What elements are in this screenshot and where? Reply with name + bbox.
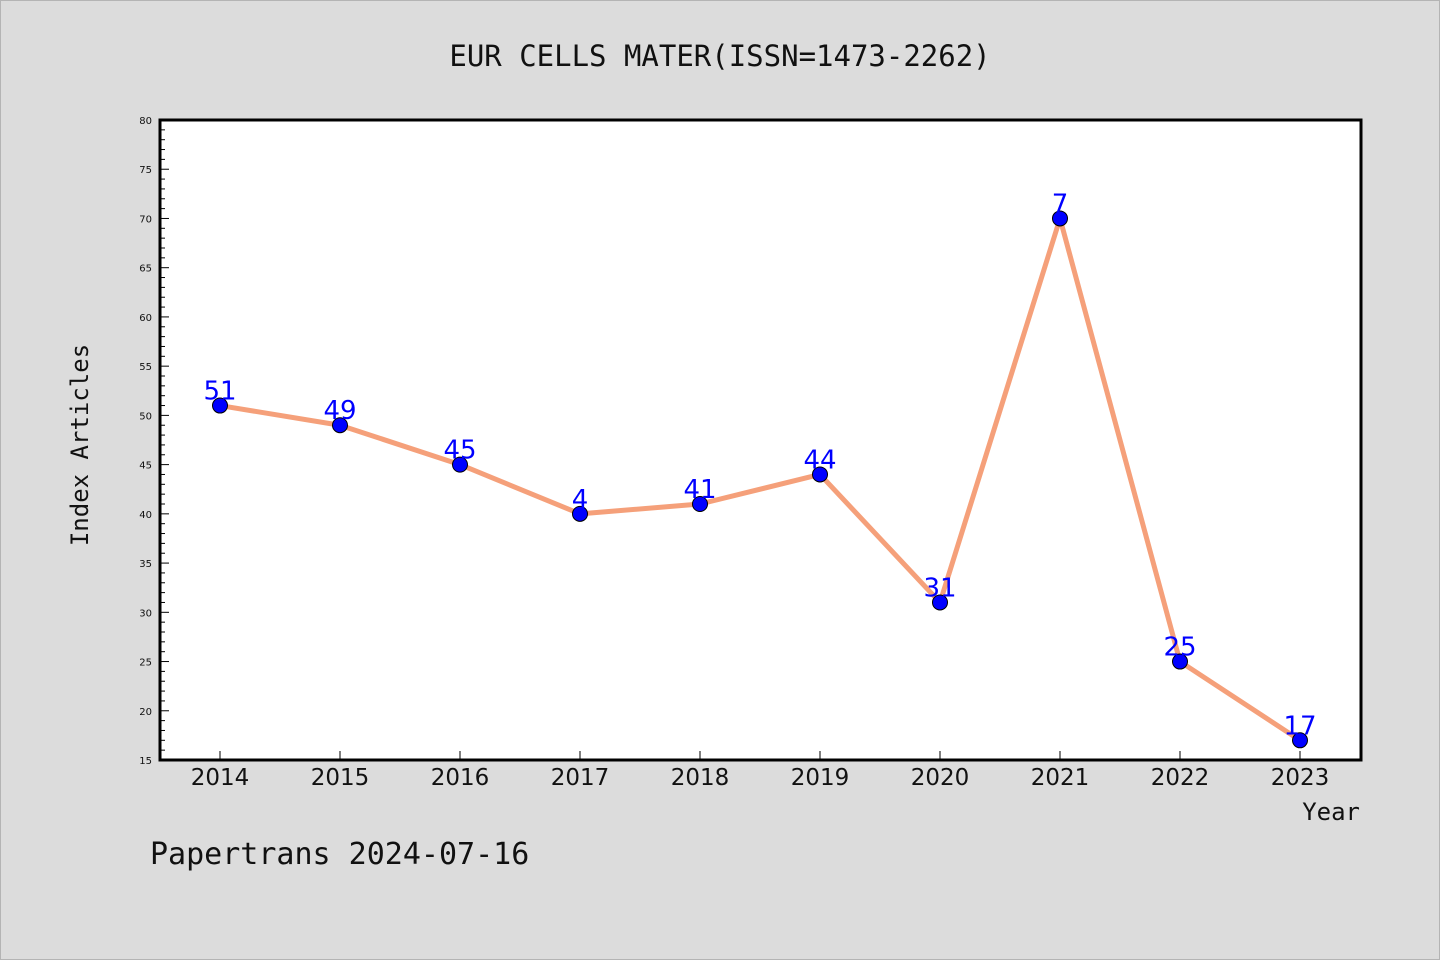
y-tick-label: 65 — [139, 264, 152, 275]
data-point — [1172, 653, 1188, 670]
x-axis-title: Year — [1302, 798, 1360, 826]
x-tick-label: 2015 — [311, 765, 370, 791]
y-tick-label: 40 — [139, 510, 152, 521]
data-point — [1052, 210, 1068, 227]
y-tick-label: 30 — [139, 608, 152, 619]
data-point — [932, 594, 948, 611]
data-label: 49 — [323, 396, 356, 426]
y-axis-title: Index Articles — [66, 344, 94, 546]
data-label: 4 — [572, 485, 589, 515]
y-axis: 15 20 25 30 35 40 45 50 55 60 65 70 75 80 — [139, 116, 169, 767]
y-tick-label: 35 — [139, 559, 152, 570]
y-tick-label: 15 — [139, 756, 152, 767]
y-tick-label: 60 — [139, 313, 152, 324]
data-point — [212, 397, 228, 414]
y-tick-label: 20 — [139, 707, 152, 718]
data-label: 31 — [923, 573, 956, 603]
data-point — [572, 505, 588, 522]
data-label: 44 — [803, 445, 836, 475]
data-label: 7 — [1052, 189, 1069, 219]
x-tick-label: 2023 — [1271, 765, 1330, 791]
data-point — [692, 496, 708, 512]
data-label: 45 — [443, 436, 476, 466]
series-line-group: 51 49 45 4 41 44 31 7 25 17 — [203, 189, 1317, 749]
data-label: 17 — [1283, 711, 1316, 741]
y-tick-label: 50 — [139, 411, 152, 422]
data-point — [1292, 732, 1308, 749]
x-tick-label: 2020 — [911, 765, 970, 791]
y-tick-label: 80 — [139, 116, 152, 127]
x-tick-label: 2019 — [791, 765, 850, 791]
data-label: 25 — [1163, 633, 1196, 663]
x-tick-label: 2021 — [1031, 765, 1090, 791]
y-tick-label: 75 — [139, 165, 152, 176]
plot-area — [158, 118, 1363, 762]
x-tick-label: 2014 — [191, 765, 250, 791]
data-label: 41 — [683, 475, 716, 505]
x-tick-label: 2018 — [671, 765, 730, 791]
series-line — [217, 215, 1303, 743]
data-point — [812, 466, 828, 483]
y-tick-label: 45 — [139, 461, 152, 472]
y-tick-label: 70 — [139, 214, 152, 225]
x-axis: 2014 2015 2016 2017 2018 2019 2020 2021 2022 2023 — [191, 751, 1330, 791]
y-tick-label: 25 — [139, 658, 152, 669]
chart-title: EUR CELLS MATER(ISSN=1473-2262) — [449, 39, 990, 73]
x-tick-label: 2016 — [431, 765, 490, 791]
data-point — [332, 417, 348, 434]
x-tick-label: 2017 — [551, 765, 610, 791]
y-tick-label: 55 — [139, 362, 152, 373]
data-point — [452, 456, 468, 473]
footer-credit: Papertrans 2024-07-16 — [150, 837, 529, 872]
data-label: 51 — [203, 377, 236, 407]
x-tick-label: 2022 — [1151, 765, 1210, 791]
